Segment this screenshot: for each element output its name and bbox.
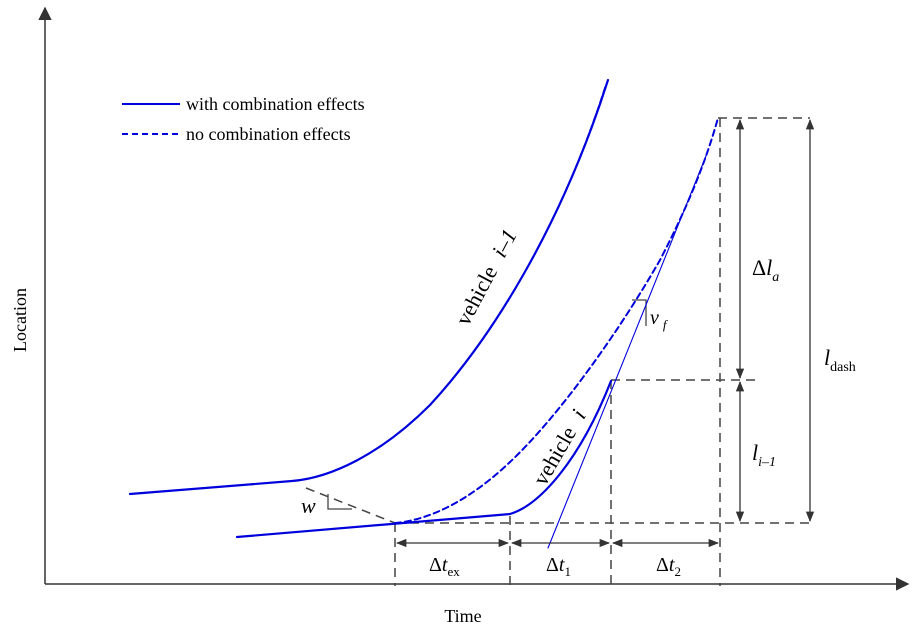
x-axis-label: Time (444, 606, 481, 626)
follower-trajectory-solid (235, 379, 613, 539)
dt2-label: Δt2 (656, 554, 681, 579)
legend-item-dashed: no combination effects (186, 124, 351, 144)
w-label: w (301, 493, 316, 518)
w-slope-triangle (327, 494, 352, 510)
svg-text:vehicle i–1: vehicle i–1 (450, 225, 521, 330)
dla-label: Δla (752, 255, 779, 285)
legend-item-solid: with combination effects (186, 94, 365, 114)
ldash-label: ldash (824, 345, 856, 375)
leader-label-index: i–1 (487, 225, 522, 262)
dt1-label: Δt1 (546, 554, 571, 579)
guide-lines (305, 117, 810, 586)
follower-label: vehicle i (528, 405, 591, 490)
leader-trajectory-dashed (291, 83, 607, 482)
trajectories (128, 78, 719, 549)
legend: with combination effects no combination … (122, 94, 365, 144)
y-axis-label: Location (10, 288, 30, 352)
vf-label: v f (650, 307, 669, 332)
vf-slope-bracket (632, 299, 647, 326)
svg-text:vehicle i: vehicle i (528, 405, 591, 490)
leader-label: vehicle i–1 (450, 225, 521, 330)
follower-label-index: i (566, 405, 591, 423)
dt-ex-label: Δtex (429, 554, 460, 579)
vertical-dimensions (735, 118, 815, 523)
leader-label-text: vehicle (450, 262, 502, 330)
li-label: li–1 (752, 440, 776, 470)
free-flow-tangent (547, 155, 707, 549)
guide-w-line (305, 487, 396, 524)
